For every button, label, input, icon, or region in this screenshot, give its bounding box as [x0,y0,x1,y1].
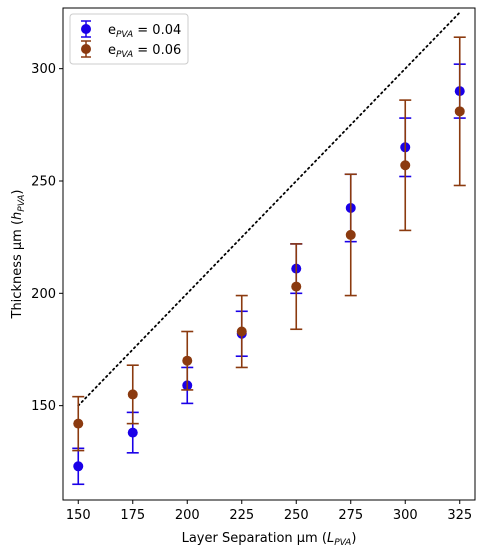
data-point [73,418,84,429]
x-tick-label: 225 [229,508,254,523]
y-tick-label: 250 [31,174,56,189]
data-point [400,160,411,171]
y-tick-label: 200 [31,287,56,302]
series-layer [72,36,466,486]
y-tick-label: 300 [31,62,56,77]
legend-label-1-suffix: = 0.04 [133,23,181,38]
data-point [182,355,193,366]
x-tick-label: 175 [120,508,145,523]
legend-label-2-subscript: PVA [116,50,133,60]
legend-marker-2 [81,44,91,54]
legend-label-1-prefix: e [108,23,116,38]
x-tick-label: 325 [447,508,472,523]
x-axis-label-text: Layer Separation μm ( [182,531,327,546]
y-axis-label-close: ) [10,190,25,195]
legend-label-2: ePVA = 0.06 [108,43,181,60]
x-tick-label: 150 [66,508,91,523]
reference-line [77,11,461,407]
x-tick-label: 200 [175,508,200,523]
y-axis-label: Thickness μm (hPVA) [10,190,27,320]
data-point [127,389,138,400]
legend-label-1-subscript: PVA [116,30,133,40]
legend: ePVA = 0.04 ePVA = 0.06 [69,13,189,65]
data-point [454,106,465,117]
x-tick-label: 275 [338,508,363,523]
data-point [291,281,302,292]
legend-label-2-suffix: = 0.06 [133,43,181,58]
legend-entry-1: ePVA = 0.04 [81,20,181,40]
y-tick-label: 150 [31,399,56,414]
plot-frame [62,7,476,501]
x-axis-label-subscript: PVA [334,538,351,548]
data-point [345,229,356,240]
series-1 [72,63,466,486]
legend-label-2-prefix: e [108,43,116,58]
data-point [73,461,84,472]
x-axis-label: Layer Separation μm (LPVA) [182,531,357,548]
y-axis: 150 200 250 300 [31,62,63,414]
x-axis-label-symbol: L [327,531,334,546]
y-axis-label-subscript: PVA [17,195,27,212]
legend-entry-2: ePVA = 0.06 [81,40,181,60]
y-axis-label-symbol: h [10,212,25,220]
legend-box [69,13,189,65]
data-point [236,326,247,337]
reference-line-layer [77,11,461,407]
legend-marker-1 [81,24,91,34]
data-point [127,427,138,438]
x-axis: 150 175 200 225 250 275 300 325 [66,500,472,523]
series-2 [72,36,466,452]
x-tick-label: 250 [284,508,309,523]
x-axis-label-close: ) [351,531,356,546]
y-axis-label-text: Thickness μm ( [10,220,25,320]
x-tick-label: 300 [393,508,418,523]
legend-label-1: ePVA = 0.04 [108,23,181,40]
